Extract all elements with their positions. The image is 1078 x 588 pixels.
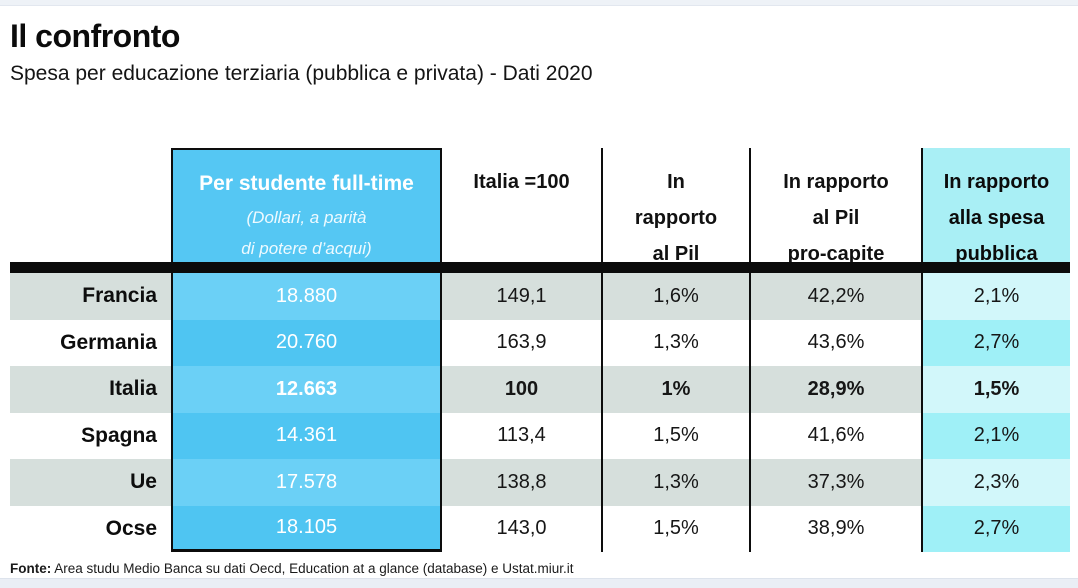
cell-pil-procapite: 28,9% [749, 366, 921, 413]
header-line: rapporto [634, 207, 718, 229]
column-header-pil-procapite: In rapporto al Pil pro-capite [749, 148, 921, 265]
cell-spesa-pubblica: 2,7% [921, 319, 1070, 366]
column-header-title: Per studente full-time [199, 172, 414, 195]
column-header-rapporto-pil: In rapporto al Pil [601, 148, 749, 265]
source-text: Area studu Medio Banca su dati Oecd, Edu… [51, 561, 574, 576]
row-label: Francia [10, 273, 171, 320]
column-header-italia-100: Italia =100 [440, 148, 601, 262]
row-label: Ue [10, 459, 171, 506]
cell-index: 163,9 [440, 319, 601, 366]
column-header-subtitle-line1: (Dollari, a parità [246, 208, 367, 227]
cell-index: 113,4 [440, 412, 601, 459]
bottom-page-band [0, 578, 1078, 588]
header-line: In rapporto [943, 171, 1050, 193]
column-header-subtitle-line2: di potere d’acqui) [241, 239, 372, 258]
top-page-band [0, 0, 1078, 6]
header-line: al Pil [812, 207, 860, 229]
column-header-per-studente: Per studente full-time (Dollari, a parit… [171, 148, 440, 262]
cell-pil: 1,5% [601, 505, 749, 552]
header-line: In rapporto [783, 171, 889, 193]
cell-pil-procapite: 41,6% [749, 412, 921, 459]
cell-spesa-pubblica: 2,3% [921, 459, 1070, 506]
cell-spend: 12.663 [171, 366, 440, 413]
header-line: alla spesa [948, 207, 1045, 229]
header-line: al Pil [652, 243, 700, 265]
cell-pil: 1,6% [601, 273, 749, 320]
cell-spend: 18.880 [171, 273, 440, 320]
row-label: Germania [10, 319, 171, 366]
cell-spesa-pubblica: 2,7% [921, 505, 1070, 552]
column-header-label: Italia =100 [473, 171, 570, 193]
header-line: pro-capite [787, 243, 885, 265]
cell-pil: 1,5% [601, 412, 749, 459]
row-label: Italia [10, 366, 171, 413]
cell-spesa-pubblica: 2,1% [921, 273, 1070, 320]
cell-pil: 1% [601, 366, 749, 413]
row-label: Spagna [10, 412, 171, 459]
cell-spesa-pubblica: 1,5% [921, 366, 1070, 413]
corner-header-cell [10, 148, 171, 262]
row-label: Ocse [10, 505, 171, 552]
cell-index: 143,0 [440, 505, 601, 552]
cell-pil-procapite: 37,3% [749, 459, 921, 506]
column-header-spesa-pubblica: In rapporto alla spesa pubblica [921, 148, 1070, 265]
cell-spend: 14.361 [171, 412, 440, 459]
cell-spend: 17.578 [171, 459, 440, 506]
cell-index: 138,8 [440, 459, 601, 506]
source-note: Fonte: Area studu Medio Banca su dati Oe… [10, 561, 574, 576]
source-label: Fonte: [10, 561, 52, 576]
header-line: In [667, 171, 685, 193]
cell-spend: 18.105 [171, 505, 440, 552]
header-divider-rule [10, 262, 1070, 273]
cell-pil-procapite: 43,6% [749, 319, 921, 366]
cell-pil: 1,3% [601, 319, 749, 366]
page-subtitle: Spesa per educazione terziaria (pubblica… [10, 62, 593, 85]
cell-spesa-pubblica: 2,1% [921, 412, 1070, 459]
page-title: Il confronto [10, 18, 180, 54]
cell-index: 100 [440, 366, 601, 413]
cell-spend: 20.760 [171, 319, 440, 366]
cell-pil-procapite: 38,9% [749, 505, 921, 552]
cell-pil: 1,3% [601, 459, 749, 506]
comparison-table: Per studente full-time (Dollari, a parit… [10, 148, 1070, 552]
cell-pil-procapite: 42,2% [749, 273, 921, 320]
cell-index: 149,1 [440, 273, 601, 320]
header-line: pubblica [955, 243, 1038, 265]
